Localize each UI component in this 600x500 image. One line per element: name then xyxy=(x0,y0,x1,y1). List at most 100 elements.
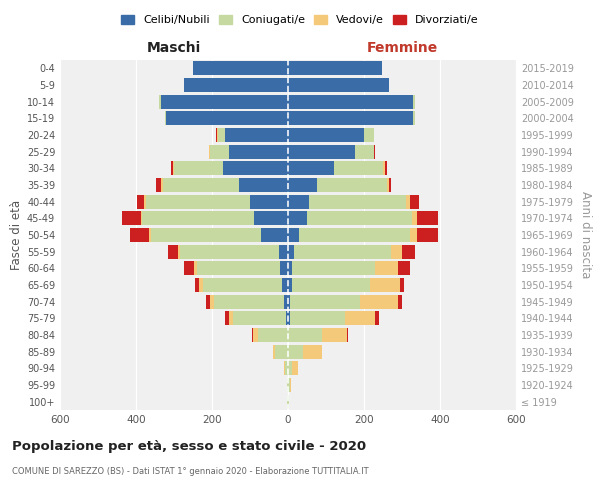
Bar xyxy=(229,311,233,326)
Bar xyxy=(360,294,398,308)
Bar xyxy=(226,311,229,326)
Bar xyxy=(137,194,145,209)
Bar xyxy=(280,261,288,276)
Bar xyxy=(317,178,387,192)
Bar xyxy=(226,128,288,142)
Bar xyxy=(250,194,288,209)
Text: Maschi: Maschi xyxy=(147,41,201,55)
Bar xyxy=(288,94,413,109)
Bar xyxy=(286,311,288,326)
Bar xyxy=(278,244,288,259)
Bar xyxy=(275,344,288,359)
Bar xyxy=(130,228,149,242)
Bar xyxy=(142,211,254,226)
Bar xyxy=(288,112,413,126)
Bar xyxy=(163,178,239,192)
Bar xyxy=(210,294,214,308)
Bar xyxy=(161,94,288,109)
Bar xyxy=(193,62,288,76)
Bar xyxy=(146,194,250,209)
Bar xyxy=(345,311,376,326)
Bar xyxy=(156,178,161,192)
Bar xyxy=(174,162,223,175)
Bar xyxy=(383,162,385,175)
Bar xyxy=(374,144,375,159)
Bar xyxy=(290,378,291,392)
Bar xyxy=(288,78,389,92)
Bar xyxy=(309,194,406,209)
Bar xyxy=(217,128,218,142)
Bar xyxy=(370,278,400,292)
Bar xyxy=(197,261,280,276)
Bar xyxy=(151,228,262,242)
Bar xyxy=(199,278,203,292)
Bar xyxy=(288,394,289,409)
Bar xyxy=(210,144,229,159)
Bar xyxy=(218,128,226,142)
Bar xyxy=(184,78,288,92)
Text: COMUNE DI SAREZZO (BS) - Dati ISTAT 1° gennaio 2020 - Elaborazione TUTTITALIA.IT: COMUNE DI SAREZZO (BS) - Dati ISTAT 1° g… xyxy=(12,468,368,476)
Bar xyxy=(373,144,374,159)
Bar xyxy=(233,311,286,326)
Bar xyxy=(398,261,410,276)
Bar xyxy=(288,294,290,308)
Bar xyxy=(288,311,290,326)
Bar xyxy=(145,194,146,209)
Bar xyxy=(288,128,364,142)
Bar xyxy=(387,178,389,192)
Bar xyxy=(284,361,285,376)
Bar xyxy=(347,328,348,342)
Bar xyxy=(413,112,415,126)
Y-axis label: Anni di nascita: Anni di nascita xyxy=(579,192,592,278)
Bar xyxy=(290,311,345,326)
Bar xyxy=(273,344,275,359)
Bar xyxy=(417,228,438,242)
Bar xyxy=(292,278,370,292)
Bar xyxy=(303,344,322,359)
Bar xyxy=(159,94,161,109)
Bar xyxy=(122,211,140,226)
Bar xyxy=(292,361,298,376)
Bar xyxy=(288,194,309,209)
Bar xyxy=(254,211,288,226)
Bar xyxy=(410,194,419,209)
Bar xyxy=(209,144,210,159)
Bar xyxy=(322,328,347,342)
Bar xyxy=(288,211,307,226)
Bar xyxy=(288,361,292,376)
Bar xyxy=(216,128,217,142)
Bar xyxy=(288,278,292,292)
Bar xyxy=(178,244,180,259)
Bar xyxy=(334,162,383,175)
Bar xyxy=(166,112,288,126)
Bar xyxy=(288,244,294,259)
Bar xyxy=(195,278,199,292)
Bar xyxy=(400,278,404,292)
Bar xyxy=(284,294,288,308)
Bar xyxy=(398,294,402,308)
Bar xyxy=(161,178,163,192)
Bar xyxy=(288,328,322,342)
Bar xyxy=(252,328,253,342)
Bar xyxy=(307,211,412,226)
Bar xyxy=(140,211,142,226)
Bar xyxy=(288,144,355,159)
Bar xyxy=(171,162,173,175)
Bar xyxy=(406,194,410,209)
Bar xyxy=(412,211,417,226)
Bar xyxy=(376,261,398,276)
Bar xyxy=(168,244,178,259)
Bar xyxy=(391,244,402,259)
Bar xyxy=(257,328,288,342)
Bar xyxy=(299,228,410,242)
Bar xyxy=(229,144,288,159)
Bar xyxy=(285,361,288,376)
Bar xyxy=(288,344,303,359)
Bar xyxy=(364,128,373,142)
Bar xyxy=(288,261,292,276)
Bar xyxy=(373,128,374,142)
Y-axis label: Fasce di età: Fasce di età xyxy=(10,200,23,270)
Bar xyxy=(290,294,360,308)
Bar xyxy=(173,162,174,175)
Bar xyxy=(262,228,288,242)
